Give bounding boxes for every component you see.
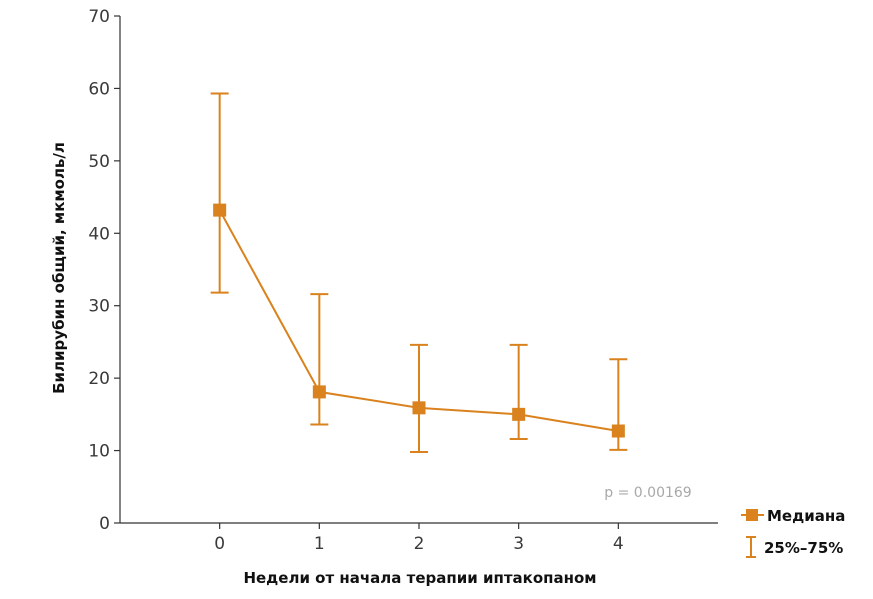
y-tick-label: 50 [88,152,110,172]
x-axis-title: Недели от начала терапии иптакопаном [243,569,596,587]
axes: 0 10 20 30 40 50 60 70 0 1 2 3 4 [88,7,718,554]
median-point [312,385,326,399]
error-bar [310,293,329,426]
error-bar [210,92,229,294]
median-point [611,424,625,438]
y-axis-title: Билирубин общий, мкмоль/л [50,142,68,394]
median-point [512,407,526,421]
y-tick-label: 20 [88,369,110,389]
y-tick-label: 40 [88,224,110,244]
chart-marks [210,92,628,454]
median-point [412,401,426,415]
legend: Медиана 25%–75% [741,507,845,558]
legend-error-bar-icon [746,536,756,558]
y-tick-label: 30 [88,297,110,317]
legend-median-label: Медиана [767,507,845,525]
x-tick-label: 3 [513,534,524,554]
y-tick-label: 70 [88,7,110,27]
y-tick-label: 10 [88,442,110,462]
p-value-annotation: p = 0.00169 [604,485,691,501]
median-point [213,203,227,217]
y-tick-label: 0 [99,514,110,534]
x-tick-label: 1 [314,534,325,554]
x-tick-label: 0 [214,534,225,554]
legend-iqr-label: 25%–75% [764,539,843,557]
x-tick-label: 4 [613,534,624,554]
y-tick-label: 60 [88,79,110,99]
error-bar [509,343,528,440]
x-tick-label: 2 [414,534,425,554]
error-bar [410,343,428,454]
